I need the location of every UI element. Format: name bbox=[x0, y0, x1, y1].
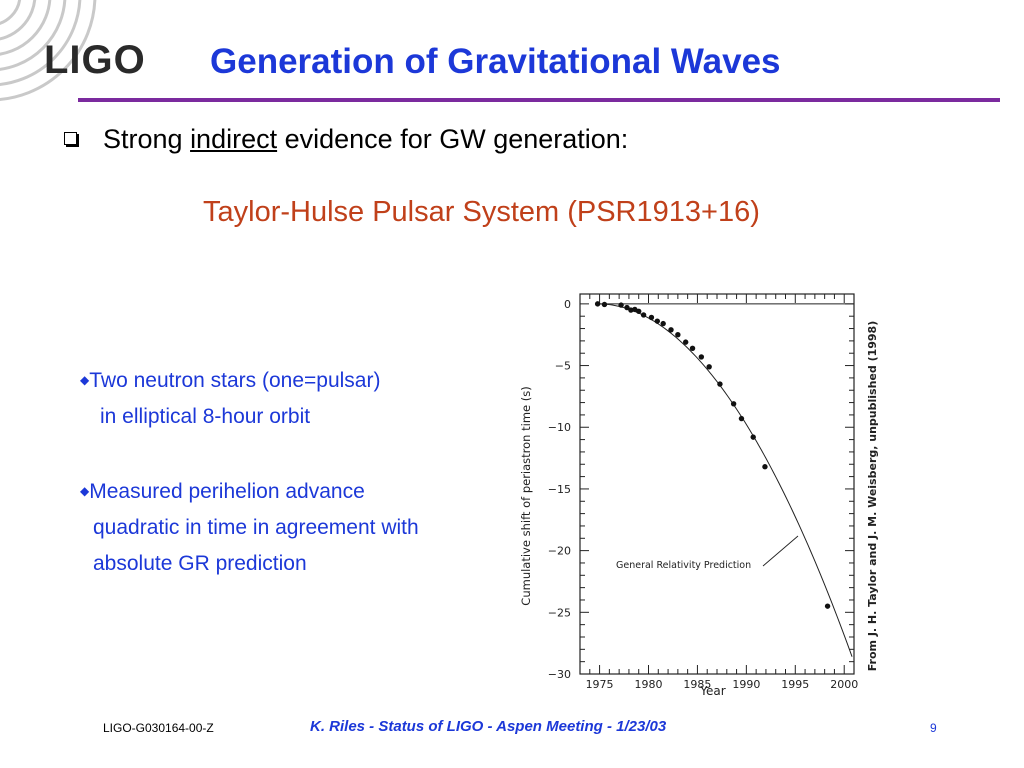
data-point bbox=[750, 434, 756, 440]
slide-title: Generation of Gravitational Waves bbox=[210, 42, 781, 81]
periastron-shift-chart: 0 −5 −10 −15 −20 −25 −30 1975 1980 1985 1990 1995 20… bbox=[519, 293, 879, 698]
document-id: LIGO-G030164-00-Z bbox=[103, 721, 214, 735]
y-tick-label: 0 bbox=[564, 298, 571, 311]
data-point bbox=[618, 302, 624, 308]
data-point bbox=[698, 354, 705, 360]
data-point bbox=[730, 401, 737, 407]
point-2-line-3: absolute GR prediction bbox=[93, 552, 307, 575]
y-tick-label: −20 bbox=[548, 545, 571, 558]
y-tick-label: −30 bbox=[548, 668, 571, 681]
plot-frame bbox=[579, 293, 855, 675]
data-point bbox=[675, 332, 681, 338]
main-bullet-emphasis: indirect bbox=[190, 124, 278, 154]
gr-prediction-curve bbox=[597, 303, 853, 657]
y-tick-label: −25 bbox=[548, 606, 571, 619]
y-tick-label: −10 bbox=[548, 421, 571, 434]
data-point bbox=[624, 304, 630, 311]
point-2-line-2: quadratic in time in agreement with bbox=[93, 516, 419, 539]
x-tick-label: 1985 bbox=[683, 678, 711, 691]
diamond-bullet-icon: ◆ bbox=[80, 373, 90, 387]
point-1-line-1: ◆Two neutron stars (one=pulsar) bbox=[80, 369, 381, 392]
main-bullet-prefix: Strong bbox=[103, 124, 191, 154]
square-bullet-icon bbox=[64, 132, 77, 145]
footer-citation: K. Riles - Status of LIGO - Aspen Meetin… bbox=[310, 718, 667, 735]
data-point bbox=[654, 318, 661, 324]
gr-prediction-annotation: General Relativity Prediction bbox=[616, 560, 751, 571]
y-tick-label: −5 bbox=[555, 360, 571, 373]
source-note: From J. H. Taylor and J. M. Weisberg, un… bbox=[866, 321, 879, 672]
page-number: 9 bbox=[930, 721, 937, 735]
x-tick-label: 1995 bbox=[781, 678, 809, 691]
data-point bbox=[738, 415, 745, 422]
data-point bbox=[689, 345, 696, 351]
data-point bbox=[601, 301, 608, 308]
x-tick-label: 2000 bbox=[830, 678, 858, 691]
data-point bbox=[648, 314, 655, 321]
y-axis-label: Cumulative shift of periastron time (s) bbox=[519, 386, 533, 605]
x-tick-label: 1990 bbox=[732, 678, 760, 691]
annotation-pointer bbox=[762, 535, 799, 567]
point-2-line-1: ◆Measured perihelion advance bbox=[80, 480, 365, 503]
ligo-logo: LIGO bbox=[44, 38, 146, 82]
x-axis-label: Year bbox=[699, 684, 725, 698]
data-point bbox=[660, 320, 666, 327]
title-divider bbox=[78, 98, 1000, 102]
data-point bbox=[594, 301, 601, 307]
x-tick-label: 1980 bbox=[635, 678, 663, 691]
data-point bbox=[824, 603, 831, 609]
data-point bbox=[717, 381, 723, 387]
diamond-bullet-icon: ◆ bbox=[80, 484, 90, 498]
data-point bbox=[640, 312, 647, 318]
subtitle: Taylor-Hulse Pulsar System (PSR1913+16) bbox=[203, 196, 760, 228]
data-point bbox=[668, 327, 674, 333]
main-bullet: Strong indirect evidence for GW generati… bbox=[64, 124, 628, 155]
main-bullet-suffix: evidence for GW generation: bbox=[277, 124, 629, 154]
y-tick-label: −15 bbox=[548, 483, 571, 496]
data-point bbox=[682, 339, 689, 345]
data-point bbox=[636, 308, 642, 314]
data-point bbox=[762, 464, 768, 470]
point-1-line-2: in elliptical 8-hour orbit bbox=[100, 405, 311, 428]
data-point bbox=[706, 364, 712, 370]
x-tick-label: 1975 bbox=[586, 678, 614, 691]
